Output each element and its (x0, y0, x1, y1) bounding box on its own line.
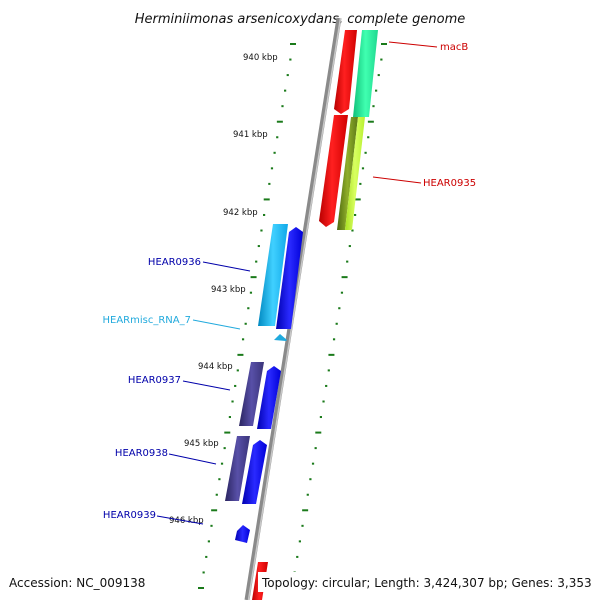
footer-accession-bg (5, 572, 149, 592)
gene-blue-hear0936[interactable] (276, 227, 303, 329)
gene-blue-hear0937[interactable] (257, 366, 281, 429)
gene-olive[interactable] (337, 117, 358, 230)
leader-misc-rna (192, 319, 241, 330)
gene-purple-hear0937[interactable] (239, 362, 264, 426)
gene-purple-hear0938[interactable] (225, 436, 250, 501)
footer-accession: Accession: NC_009138 (9, 576, 145, 590)
gene-misc-rna[interactable] (274, 334, 287, 341)
gene-label-hear0938[interactable]: HEAR0938 (115, 448, 168, 459)
leader-macB (388, 41, 438, 48)
gene-teal-macB[interactable] (353, 30, 378, 117)
scale-label-940: 940 kbp (243, 53, 278, 63)
gene-label-hear0937[interactable]: HEAR0937 (128, 375, 181, 386)
gene-red-hear0935[interactable] (319, 115, 348, 227)
leader-hear0937 (182, 380, 231, 391)
gene-label-hear0936[interactable]: HEAR0936 (148, 257, 201, 268)
scale-label-945: 945 kbp (184, 439, 219, 449)
footer-topology-bg (258, 572, 596, 592)
gene-cyan-hear0936[interactable] (258, 224, 288, 326)
gene-blue-hear0938[interactable] (242, 440, 267, 504)
gene-label-misc-rna[interactable]: HEARmisc_RNA_7 (103, 315, 192, 326)
leader-hear0939 (156, 515, 204, 525)
gene-lime[interactable] (345, 117, 365, 230)
scale-label-941: 941 kbp (233, 130, 268, 140)
scale-label-944: 944 kbp (198, 362, 233, 372)
leader-hear0936 (202, 261, 251, 272)
gene-label-hear0935[interactable]: HEAR0935 (423, 178, 476, 189)
map-title: Herminiimonas arsenicoxydans, complete g… (135, 12, 465, 27)
scale-label-943: 943 kbp (211, 285, 246, 295)
gene-red-upper[interactable] (334, 30, 357, 114)
gene-blue-hear0939[interactable] (235, 525, 250, 543)
leader-hear0938 (168, 453, 217, 465)
gene-label-macB[interactable]: macB (440, 42, 468, 53)
scale-ruler-left (198, 43, 296, 589)
gene-label-hear0939[interactable]: HEAR0939 (103, 510, 156, 521)
leader-hear0935 (372, 176, 422, 184)
footer-topology: Topology: circular; Length: 3,424,307 bp… (261, 576, 592, 590)
scale-label-942: 942 kbp (223, 208, 258, 218)
